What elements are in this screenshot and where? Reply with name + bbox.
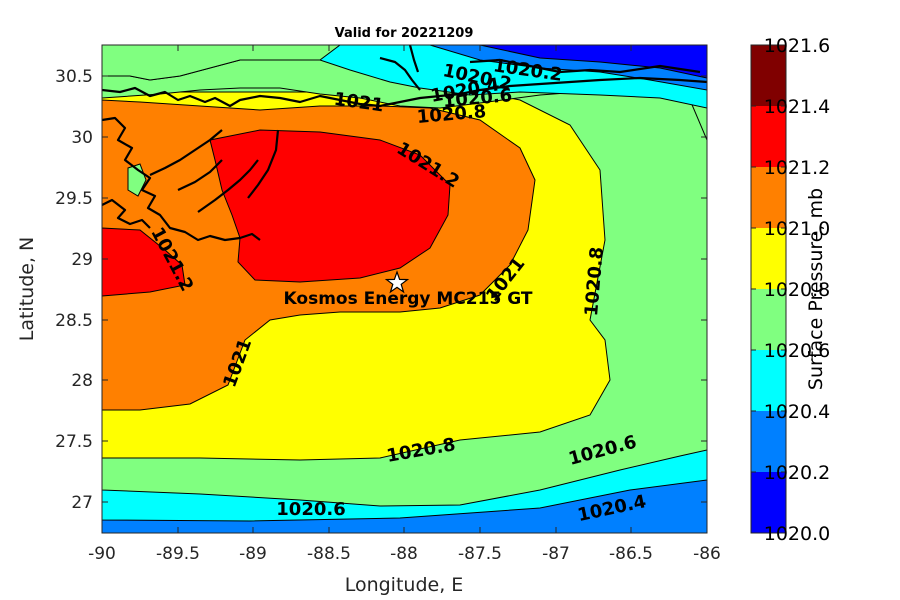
colorbar-tick-label: 1020.0 (764, 523, 830, 545)
x-tick-label: -88.5 (307, 544, 351, 564)
contour-label: 1020.6 (276, 499, 345, 520)
contour-band-1021.2-west (102, 227, 186, 297)
y-tick-label: 28 (71, 371, 93, 391)
site-label: Kosmos Energy MC215 GT (284, 289, 533, 309)
x-tick-labels: -90 -89.5 -89 -88.5 -88 -87.5 -87 -86.5 … (88, 544, 721, 564)
x-axis-title: Longitude, E (345, 574, 464, 596)
chandeleur-coastline (247, 129, 280, 199)
y-tick-label: 27.5 (55, 432, 93, 452)
mainland-coastline (102, 76, 707, 108)
x-tick-label: -90 (88, 544, 116, 564)
y-axis-title: Latitude, N (16, 237, 38, 342)
colorbar-band-4 (751, 289, 786, 350)
colorbar-title: Surface Pressure, mb (805, 188, 827, 390)
x-tick-label: -88 (390, 544, 418, 564)
colorbar-tick-label: 1020.4 (764, 401, 830, 423)
y-tick-label: 29.5 (55, 189, 93, 209)
north-river-coastline (379, 45, 421, 91)
colorbar-tick-label: 1021.4 (764, 96, 830, 118)
colorbar-tick-label: 1020.6 (764, 340, 830, 362)
y-tick-label: 30 (71, 128, 93, 148)
colorbar-tick-label: 1020.2 (764, 462, 830, 484)
colorbar-band-6 (751, 167, 786, 228)
y-axis (102, 75, 707, 503)
colorbar-band-1 (751, 472, 786, 533)
delta-coastline (102, 116, 261, 242)
colorbar-tick-label: 1021.6 (764, 35, 830, 57)
island-chain-coastline (149, 129, 259, 213)
delta-coastline-inner (102, 198, 151, 229)
colorbar-tick-label: 1021.0 (764, 218, 830, 240)
coastline-layer (102, 45, 707, 242)
x-tick-label: -86 (693, 544, 721, 564)
y-tick-label: 28.5 (55, 311, 93, 331)
colorbar-band-5 (751, 228, 786, 289)
colorbar-band-2 (751, 411, 786, 472)
x-tick-label: -89.5 (156, 544, 200, 564)
contour-band-1020.0-ne (479, 45, 707, 79)
star-icon (384, 270, 410, 294)
chart-title: Valid for 20221209 (335, 26, 474, 41)
y-tick-labels: 27 27.5 28 28.5 29 29.5 30 30.5 (55, 67, 93, 513)
colorbar-band-7 (751, 106, 786, 167)
colorbar-band-3 (751, 350, 786, 411)
y-tick-label: 30.5 (55, 67, 93, 87)
y-tick-label: 29 (71, 250, 93, 270)
x-axis (101, 45, 708, 533)
x-tick-label: -89 (239, 544, 267, 564)
colorbar-tick-label: 1020.8 (764, 279, 830, 301)
colorbar-tick-label: 1021.2 (764, 157, 830, 179)
y-tick-label: 27 (71, 493, 93, 513)
colorbar-ticks (751, 105, 786, 473)
bay-coastline (469, 58, 701, 74)
colorbar-band-8 (751, 45, 786, 106)
site-marker-group: Kosmos Energy MC215 GT (284, 270, 533, 309)
contour-band-1020.6-nw (102, 45, 341, 81)
colorbar: 1020.0 1020.2 1020.4 1020.6 1020.8 1021.… (750, 35, 830, 545)
x-tick-label: -87.5 (458, 544, 502, 564)
contour-fill-layer (102, 45, 707, 533)
x-tick-label: -86.5 (609, 544, 653, 564)
x-tick-label: -87 (542, 544, 570, 564)
contour-band-1021.2-east (209, 129, 451, 283)
